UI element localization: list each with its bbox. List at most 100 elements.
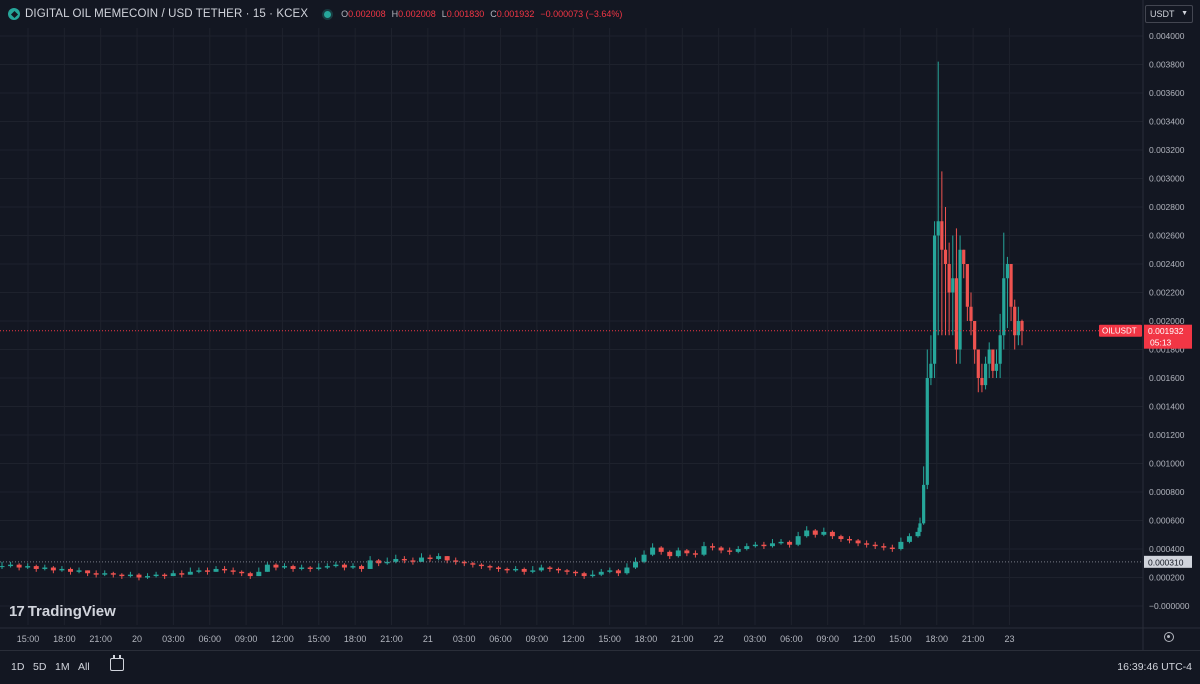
candle-body [994,363,999,371]
candle-body [333,564,339,567]
y-tick-label: 0.003000 [1149,174,1185,184]
candle-body [965,264,969,307]
candle-body [461,561,467,564]
y-tick-label: 0.000600 [1149,516,1185,526]
candle-body [384,561,390,564]
candle-body [170,573,176,577]
candle-body [478,564,484,567]
candle-body [889,547,895,549]
y-tick-label: 0.002000 [1149,316,1185,326]
y-tick-label: 0.001600 [1149,373,1185,383]
candle-body [710,546,716,548]
candle-body [692,553,698,555]
x-tick-label: 21:00 [380,634,403,644]
gear-icon[interactable] [1164,632,1174,642]
candle-body [8,564,14,567]
candle-body [735,549,741,552]
y-tick-label: 0.000800 [1149,487,1185,497]
candle-body [804,530,810,537]
symbol-title[interactable]: DIGITAL OIL MEMECOIN / USD TETHER · 15 ·… [25,8,309,20]
y-tick-label: −0.000000 [1149,601,1190,611]
candle-body [918,523,922,532]
y-tick-label: 0.003400 [1149,117,1185,127]
candle-body [547,567,553,569]
candle-body [25,566,31,568]
y-tick-label: 0.002200 [1149,288,1185,298]
candle-body [230,570,236,572]
candle-body [1005,264,1010,279]
candle-body [624,567,630,574]
candle-body [829,531,835,537]
candle-body [145,576,151,578]
candle-body [76,570,82,572]
candle-body [701,546,707,555]
tradingview-logo[interactable]: 17 TradingView [9,603,116,620]
x-tick-label: 20 [132,634,142,644]
x-tick-label: 12:00 [853,634,876,644]
candle-body [307,567,313,569]
candle-body [872,544,878,547]
legend-header: DIGITAL OIL MEMECOIN / USD TETHER · 15 ·… [8,6,622,22]
candle-body [1020,321,1024,331]
clock-readout[interactable]: 16:39:46 UTC-4 [1117,661,1192,673]
x-tick-label: 15:00 [308,634,331,644]
candle-body [947,264,951,293]
ohlc-open: O0.002008 [341,9,386,19]
y-tick-label: 0.000200 [1149,573,1185,583]
candle-body [744,546,750,549]
candle-body [410,560,416,562]
y-tick-label: 0.002600 [1149,231,1185,241]
x-tick-label: 03:00 [162,634,185,644]
candle-body [59,568,65,571]
bottom-toolbar: 1D 5D 1M All 16:39:46 UTC-4 [0,650,1200,684]
x-tick-label: 03:00 [453,634,476,644]
timeframe-5d-button[interactable]: 5D [33,661,47,673]
x-tick-label: 23 [1004,634,1014,644]
candle-body [675,550,681,557]
candle-body [838,536,844,540]
x-tick-label: 12:00 [562,634,585,644]
y-tick-label: 0.001800 [1149,345,1185,355]
candle-body [136,574,142,578]
x-tick-label: 15:00 [598,634,621,644]
timeframe-1m-button[interactable]: 1M [55,661,70,673]
candle-body [812,530,818,535]
candle-body [590,574,596,577]
timeframe-all-button[interactable]: All [78,661,90,673]
candle-body [496,567,502,569]
chart-canvas[interactable]: 0.004000 0.003800 0.003600 0.003400 0.003200… [0,0,1200,650]
candle-body [359,566,365,569]
calendar-icon[interactable] [110,655,124,671]
candle-body [453,560,459,562]
y-tick-label: 0.002800 [1149,202,1185,212]
y-tick-label: 0.003200 [1149,145,1185,155]
y-tick-label: 0.001000 [1149,459,1185,469]
candle-body [179,573,185,575]
countdown-label: 05:13 [1150,338,1172,348]
candle-body [504,568,510,571]
currency-select[interactable]: USDT ▼ [1145,5,1193,23]
candle-body [847,539,853,541]
x-tick-label: 15:00 [889,634,912,644]
candle-body [299,567,305,569]
candle-body [925,378,929,485]
candle-body [127,574,133,577]
ticker-label: OILUSDT [1102,327,1137,336]
timeframe-1d-button[interactable]: 1D [11,661,25,673]
candle-body [222,568,228,571]
x-tick-label: 09:00 [816,634,839,644]
x-tick-label: 21:00 [962,634,985,644]
candle-body [393,558,399,562]
candle-body [247,573,253,577]
candle-body [85,570,91,574]
candle-body [727,550,733,552]
candle-body [991,349,995,371]
x-tick-label: 21 [423,634,433,644]
candle-body [290,566,296,569]
candle-body [607,570,613,572]
candle-body [667,551,673,557]
candle-body [998,335,1002,364]
y-tick-label: 0.000400 [1149,544,1185,554]
market-status-icon[interactable] [324,10,332,18]
